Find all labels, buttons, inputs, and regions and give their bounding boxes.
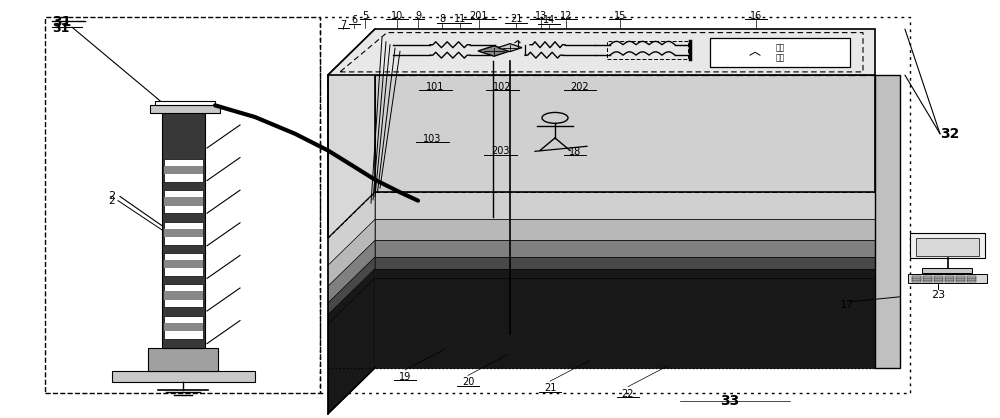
Text: 14: 14 [543,15,555,25]
Text: 203: 203 [491,146,509,156]
Bar [923,278,932,280]
Bar [945,280,954,282]
Polygon shape [164,284,203,307]
Bar [912,278,921,280]
Polygon shape [328,240,375,303]
Bar [967,276,976,278]
Polygon shape [875,75,900,368]
Text: 31: 31 [52,15,71,29]
Bar [945,278,954,280]
Text: 202: 202 [571,82,589,92]
Text: 21: 21 [544,383,556,393]
Text: 22: 22 [622,389,634,399]
Polygon shape [375,257,875,269]
Bar [916,238,979,256]
Polygon shape [478,46,510,56]
Bar [910,233,985,258]
Bar [945,276,954,278]
Polygon shape [164,229,203,237]
Bar [967,278,976,280]
Polygon shape [164,323,203,331]
Text: 101: 101 [426,82,444,92]
Text: 18: 18 [569,147,581,157]
Polygon shape [375,219,875,240]
Polygon shape [328,29,375,238]
Text: 31: 31 [52,22,69,35]
Polygon shape [150,105,220,113]
Text: 17: 17 [840,300,854,310]
Polygon shape [164,291,203,300]
Polygon shape [164,260,203,268]
Text: 9: 9 [415,11,421,21]
Polygon shape [375,192,875,219]
Bar [956,278,965,280]
Polygon shape [112,371,255,382]
Bar [956,276,965,278]
Text: 6: 6 [351,15,357,25]
Text: 11: 11 [454,14,466,24]
Polygon shape [328,192,375,265]
Polygon shape [328,257,375,315]
Text: 5: 5 [362,11,368,21]
Polygon shape [164,190,203,213]
Bar [908,274,987,283]
Text: 103: 103 [423,134,441,144]
Bar [710,38,850,67]
Text: 102: 102 [493,82,511,92]
Text: 33: 33 [720,394,740,408]
Bar [912,280,921,282]
Text: 8: 8 [439,14,445,24]
Polygon shape [164,197,203,206]
Text: 12: 12 [560,11,572,21]
Text: 2: 2 [108,191,115,201]
Bar [912,276,921,278]
Polygon shape [375,75,875,192]
Polygon shape [375,278,875,368]
Text: 2: 2 [108,196,115,206]
Text: 201: 201 [470,11,488,21]
Bar [967,280,976,282]
Polygon shape [498,44,522,52]
Bar [934,280,943,282]
Text: 20: 20 [462,377,474,387]
Polygon shape [328,278,375,414]
Bar [923,280,932,282]
Text: 16: 16 [750,11,762,21]
Polygon shape [164,253,203,276]
Polygon shape [328,29,875,75]
Bar [922,268,972,273]
Polygon shape [45,17,320,393]
Text: 21: 21 [510,14,522,24]
Polygon shape [164,159,203,182]
Text: 32: 32 [940,127,959,141]
Text: 10: 10 [391,11,403,21]
Polygon shape [375,269,875,278]
Polygon shape [148,348,218,371]
Text: 23: 23 [931,290,945,300]
Polygon shape [155,101,215,105]
Polygon shape [375,240,875,257]
Polygon shape [164,166,203,174]
Polygon shape [328,219,375,286]
Bar [934,276,943,278]
Polygon shape [328,269,375,324]
Bar [923,276,932,278]
Text: 13: 13 [535,11,547,21]
Bar [956,280,965,282]
Polygon shape [164,316,203,339]
Bar [934,278,943,280]
Text: 7: 7 [340,20,346,30]
Polygon shape [164,222,203,245]
Polygon shape [162,113,205,348]
Text: 测量
仪表: 测量 仪表 [775,43,785,62]
Text: 19: 19 [399,372,411,382]
Text: 15: 15 [614,11,626,21]
